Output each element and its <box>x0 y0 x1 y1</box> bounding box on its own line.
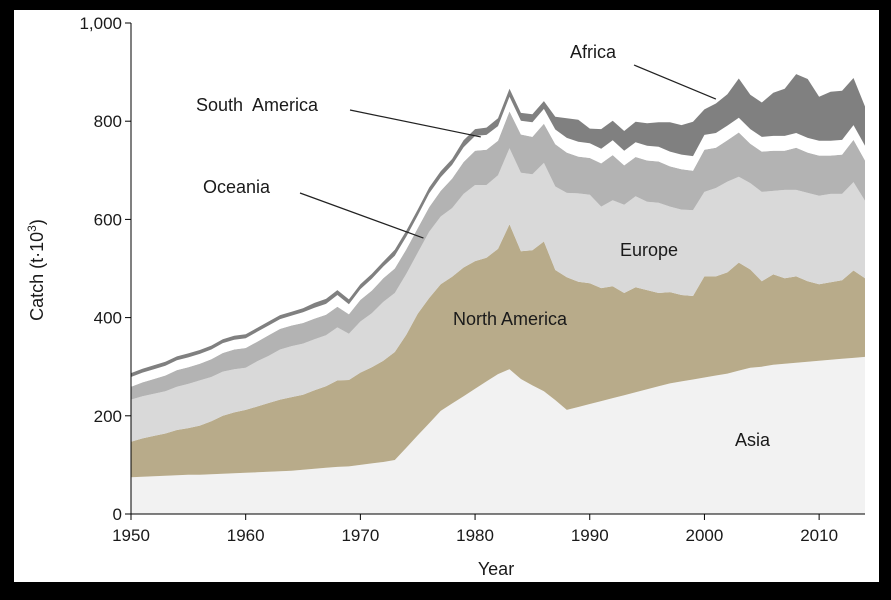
label-africa: Africa <box>570 42 617 62</box>
y-ticks: 0 200 400 600 800 1,000 <box>79 14 131 524</box>
y-tick-label: 0 <box>113 505 122 524</box>
callout-line-africa <box>633 64 717 100</box>
chart-frame: 0 200 400 600 800 1,000 1950 1960 1970 1980 1990 2… <box>14 10 879 582</box>
x-axis-title: Year <box>478 559 514 579</box>
callout-line-south-america <box>349 109 481 138</box>
label-south-america: South America <box>196 95 319 115</box>
region-labels: Africa South America Oceania Europe Nort… <box>196 42 771 450</box>
x-tick-label: 1970 <box>341 526 379 545</box>
label-oceania: Oceania <box>203 177 271 197</box>
x-tick-label: 1980 <box>456 526 494 545</box>
y-axis-title: Catch (t·103) <box>25 219 47 321</box>
area-south-america <box>131 96 865 387</box>
x-tick-label: 2000 <box>686 526 724 545</box>
area-europe <box>131 148 865 442</box>
stacked-area-chart: 0 200 400 600 800 1,000 1950 1960 1970 1980 1990 2… <box>25 14 865 579</box>
x-tick-label: 2010 <box>800 526 838 545</box>
areas-layer <box>131 74 865 514</box>
y-tick-label: 600 <box>94 210 122 229</box>
label-north-america: North America <box>453 309 568 329</box>
y-tick-label: 400 <box>94 309 122 328</box>
x-tick-label: 1990 <box>571 526 609 545</box>
area-oceania <box>131 111 865 400</box>
y-tick-label: 1,000 <box>79 14 122 33</box>
axes-layer: 0 200 400 600 800 1,000 1950 1960 1970 1980 1990 2… <box>79 14 865 545</box>
y-tick-label: 800 <box>94 112 122 131</box>
x-ticks: 1950 1960 1970 1980 1990 2000 2010 <box>112 514 838 545</box>
x-tick-label: 1960 <box>227 526 265 545</box>
area-north-america <box>131 224 865 478</box>
y-tick-label: 200 <box>94 407 122 426</box>
label-europe: Europe <box>620 240 678 260</box>
callout-lines <box>299 64 717 239</box>
callout-line-oceania <box>299 192 424 239</box>
label-asia: Asia <box>735 430 771 450</box>
area-asia <box>131 356 865 514</box>
x-tick-label: 1950 <box>112 526 150 545</box>
area-africa <box>131 74 865 377</box>
